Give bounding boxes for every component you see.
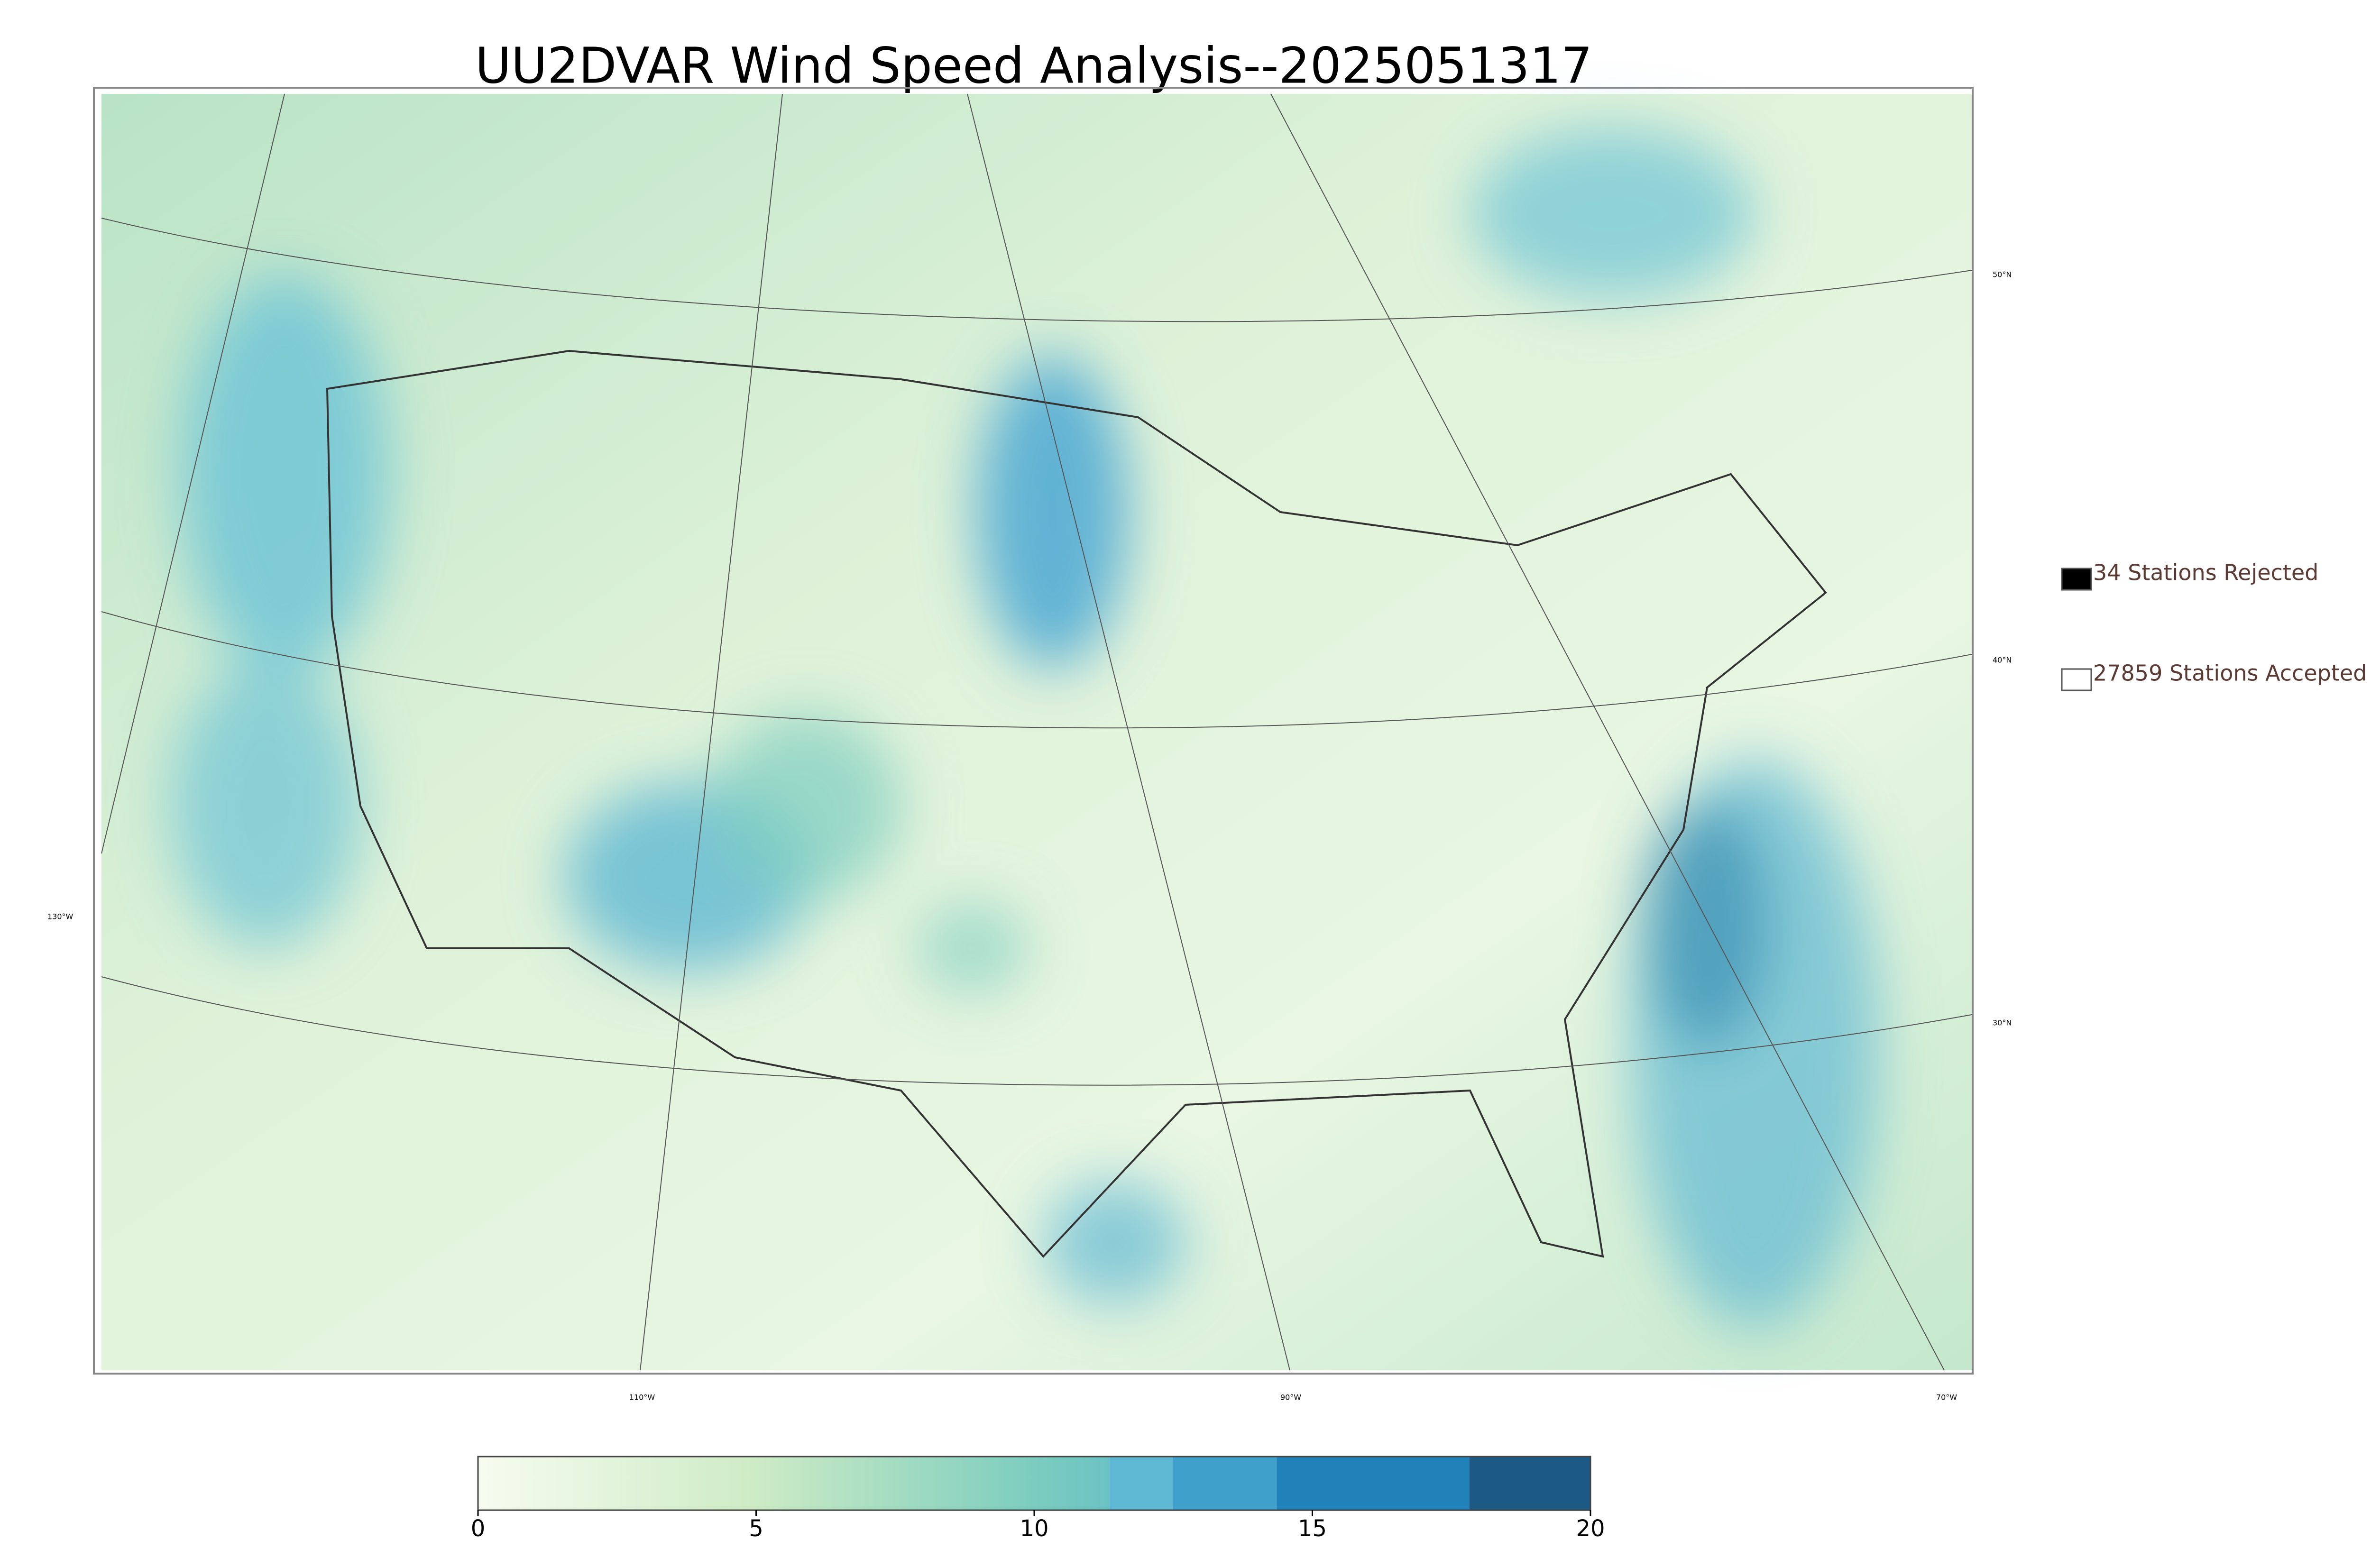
lon-label: 130°W bbox=[47, 912, 74, 921]
map-title: UU2DVAR Wind Speed Analysis--2025051317 bbox=[475, 37, 1592, 94]
colorbar: 0 5 10 15 20 bbox=[471, 1456, 1605, 1542]
colorbar-segment bbox=[478, 1457, 1110, 1510]
colorbar-segment bbox=[1109, 1457, 1173, 1510]
legend-label: 27859 Stations Accepted bbox=[2093, 660, 2367, 686]
legend-label: 34 Stations Rejected bbox=[2093, 560, 2318, 586]
lon-labels: 130°W 110°W 90°W 70°W bbox=[47, 912, 1957, 1402]
lon-label: 70°W bbox=[1936, 1393, 1957, 1402]
colorbar-tick-label: 0 bbox=[471, 1515, 486, 1542]
lat-label: 30°N bbox=[1993, 1018, 2012, 1027]
graticule bbox=[101, 218, 1972, 1086]
colorbar-tick-label: 20 bbox=[1576, 1515, 1605, 1542]
graticule bbox=[101, 93, 1945, 1371]
colorbar-segment bbox=[1469, 1457, 1590, 1510]
lat-labels: 50°N 40°N 30°N bbox=[1993, 270, 2012, 1027]
colorbar-tick-label: 15 bbox=[1298, 1515, 1327, 1542]
colorbar-tick-label: 5 bbox=[749, 1515, 763, 1542]
lon-label: 90°W bbox=[1280, 1393, 1301, 1402]
colorbar-tick-label: 10 bbox=[1020, 1515, 1048, 1542]
wind-field bbox=[171, 128, 1878, 1328]
map bbox=[101, 93, 1972, 1371]
lat-label: 50°N bbox=[1993, 270, 2012, 279]
map-frame bbox=[93, 87, 1974, 1375]
colorbar-segment bbox=[1173, 1457, 1277, 1510]
colorbar-segment bbox=[1277, 1457, 1470, 1510]
legend-swatch bbox=[2061, 668, 2092, 691]
legend: 34 Stations Rejected 27859 Stations Accep… bbox=[2061, 560, 2367, 691]
lat-label: 40°N bbox=[1993, 656, 2012, 665]
lon-label: 110°W bbox=[629, 1393, 655, 1402]
coastline bbox=[326, 349, 1827, 1258]
legend-swatch bbox=[2061, 568, 2092, 591]
